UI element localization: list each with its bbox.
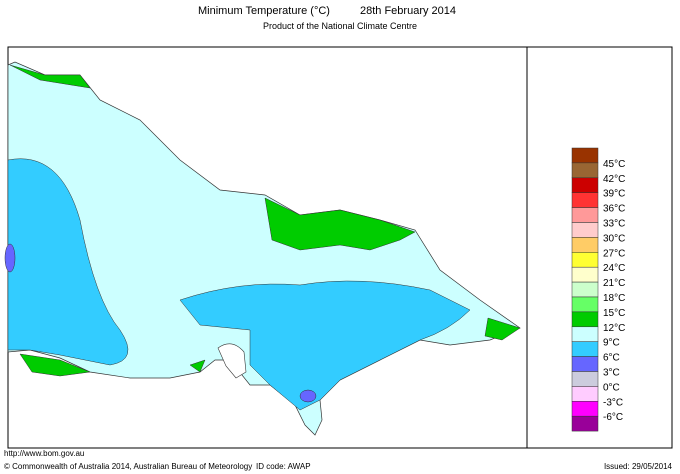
legend-label: 27°C: [603, 248, 625, 259]
region-9: [7, 158, 129, 366]
region-15: [189, 359, 206, 373]
legend-label: 6°C: [603, 353, 620, 364]
legend-swatch: [571, 252, 599, 268]
legend-label: -6°C: [603, 412, 623, 423]
legend-swatch: [571, 147, 599, 164]
map: [4, 61, 521, 436]
region-15: [19, 353, 91, 377]
legend-swatch: [571, 326, 599, 342]
legend-swatch: [571, 341, 599, 357]
legend-label: 9°C: [603, 338, 620, 349]
legend-label: 15°C: [603, 308, 625, 319]
region-6: [299, 389, 317, 403]
region-15: [264, 197, 416, 251]
legend-swatch: [571, 207, 599, 223]
copyright: © Commonwealth of Australia 2014, Austra…: [4, 462, 252, 471]
legend-label: 30°C: [603, 233, 625, 244]
legend-swatch: [571, 356, 599, 372]
legend-label: 3°C: [603, 368, 620, 379]
legend-swatch: [571, 162, 599, 179]
legend-label: 0°C: [603, 382, 620, 393]
legend-label: 36°C: [603, 204, 625, 215]
legend-swatch: [571, 266, 599, 283]
region-6: [4, 243, 16, 273]
legend-label: -3°C: [603, 397, 623, 408]
legend-label: 33°C: [603, 219, 625, 230]
legend-swatch: [571, 237, 599, 253]
title: Minimum Temperature (°C): [198, 5, 330, 17]
legend-label: 45°C: [603, 159, 625, 170]
legend-swatch: [571, 371, 599, 387]
legend-swatch: [571, 296, 599, 313]
legend: 45°C 42°C 39°C 36°C 33°C 30°C 27°C 24°C 21°C 18°C…: [571, 147, 625, 432]
legend-swatch: [571, 386, 599, 402]
legend-swatch: [571, 415, 599, 432]
legend-swatch: [571, 222, 599, 238]
issued: Issued: 29/05/2014: [604, 462, 673, 471]
region-15: [484, 317, 521, 341]
legend-label: 42°C: [603, 174, 625, 185]
legend-label: 12°C: [603, 323, 625, 334]
legend-label: 39°C: [603, 189, 625, 200]
legend-swatch: [571, 401, 599, 417]
legend-swatch: [571, 192, 599, 208]
id-code: ID code: AWAP: [256, 462, 311, 471]
bay: [217, 343, 247, 379]
legend-swatch: [571, 177, 599, 193]
legend-swatch: [571, 281, 599, 298]
legend-label: 18°C: [603, 293, 625, 304]
legend-label: 24°C: [603, 263, 625, 274]
date: 28th February 2014: [360, 5, 456, 17]
region-15: [9, 64, 91, 89]
url: http://www.bom.gov.au: [4, 449, 84, 458]
region-9: [179, 280, 471, 411]
subtitle: Product of the National Climate Centre: [263, 21, 417, 31]
legend-label: 21°C: [603, 278, 625, 289]
legend-swatch: [571, 311, 599, 328]
